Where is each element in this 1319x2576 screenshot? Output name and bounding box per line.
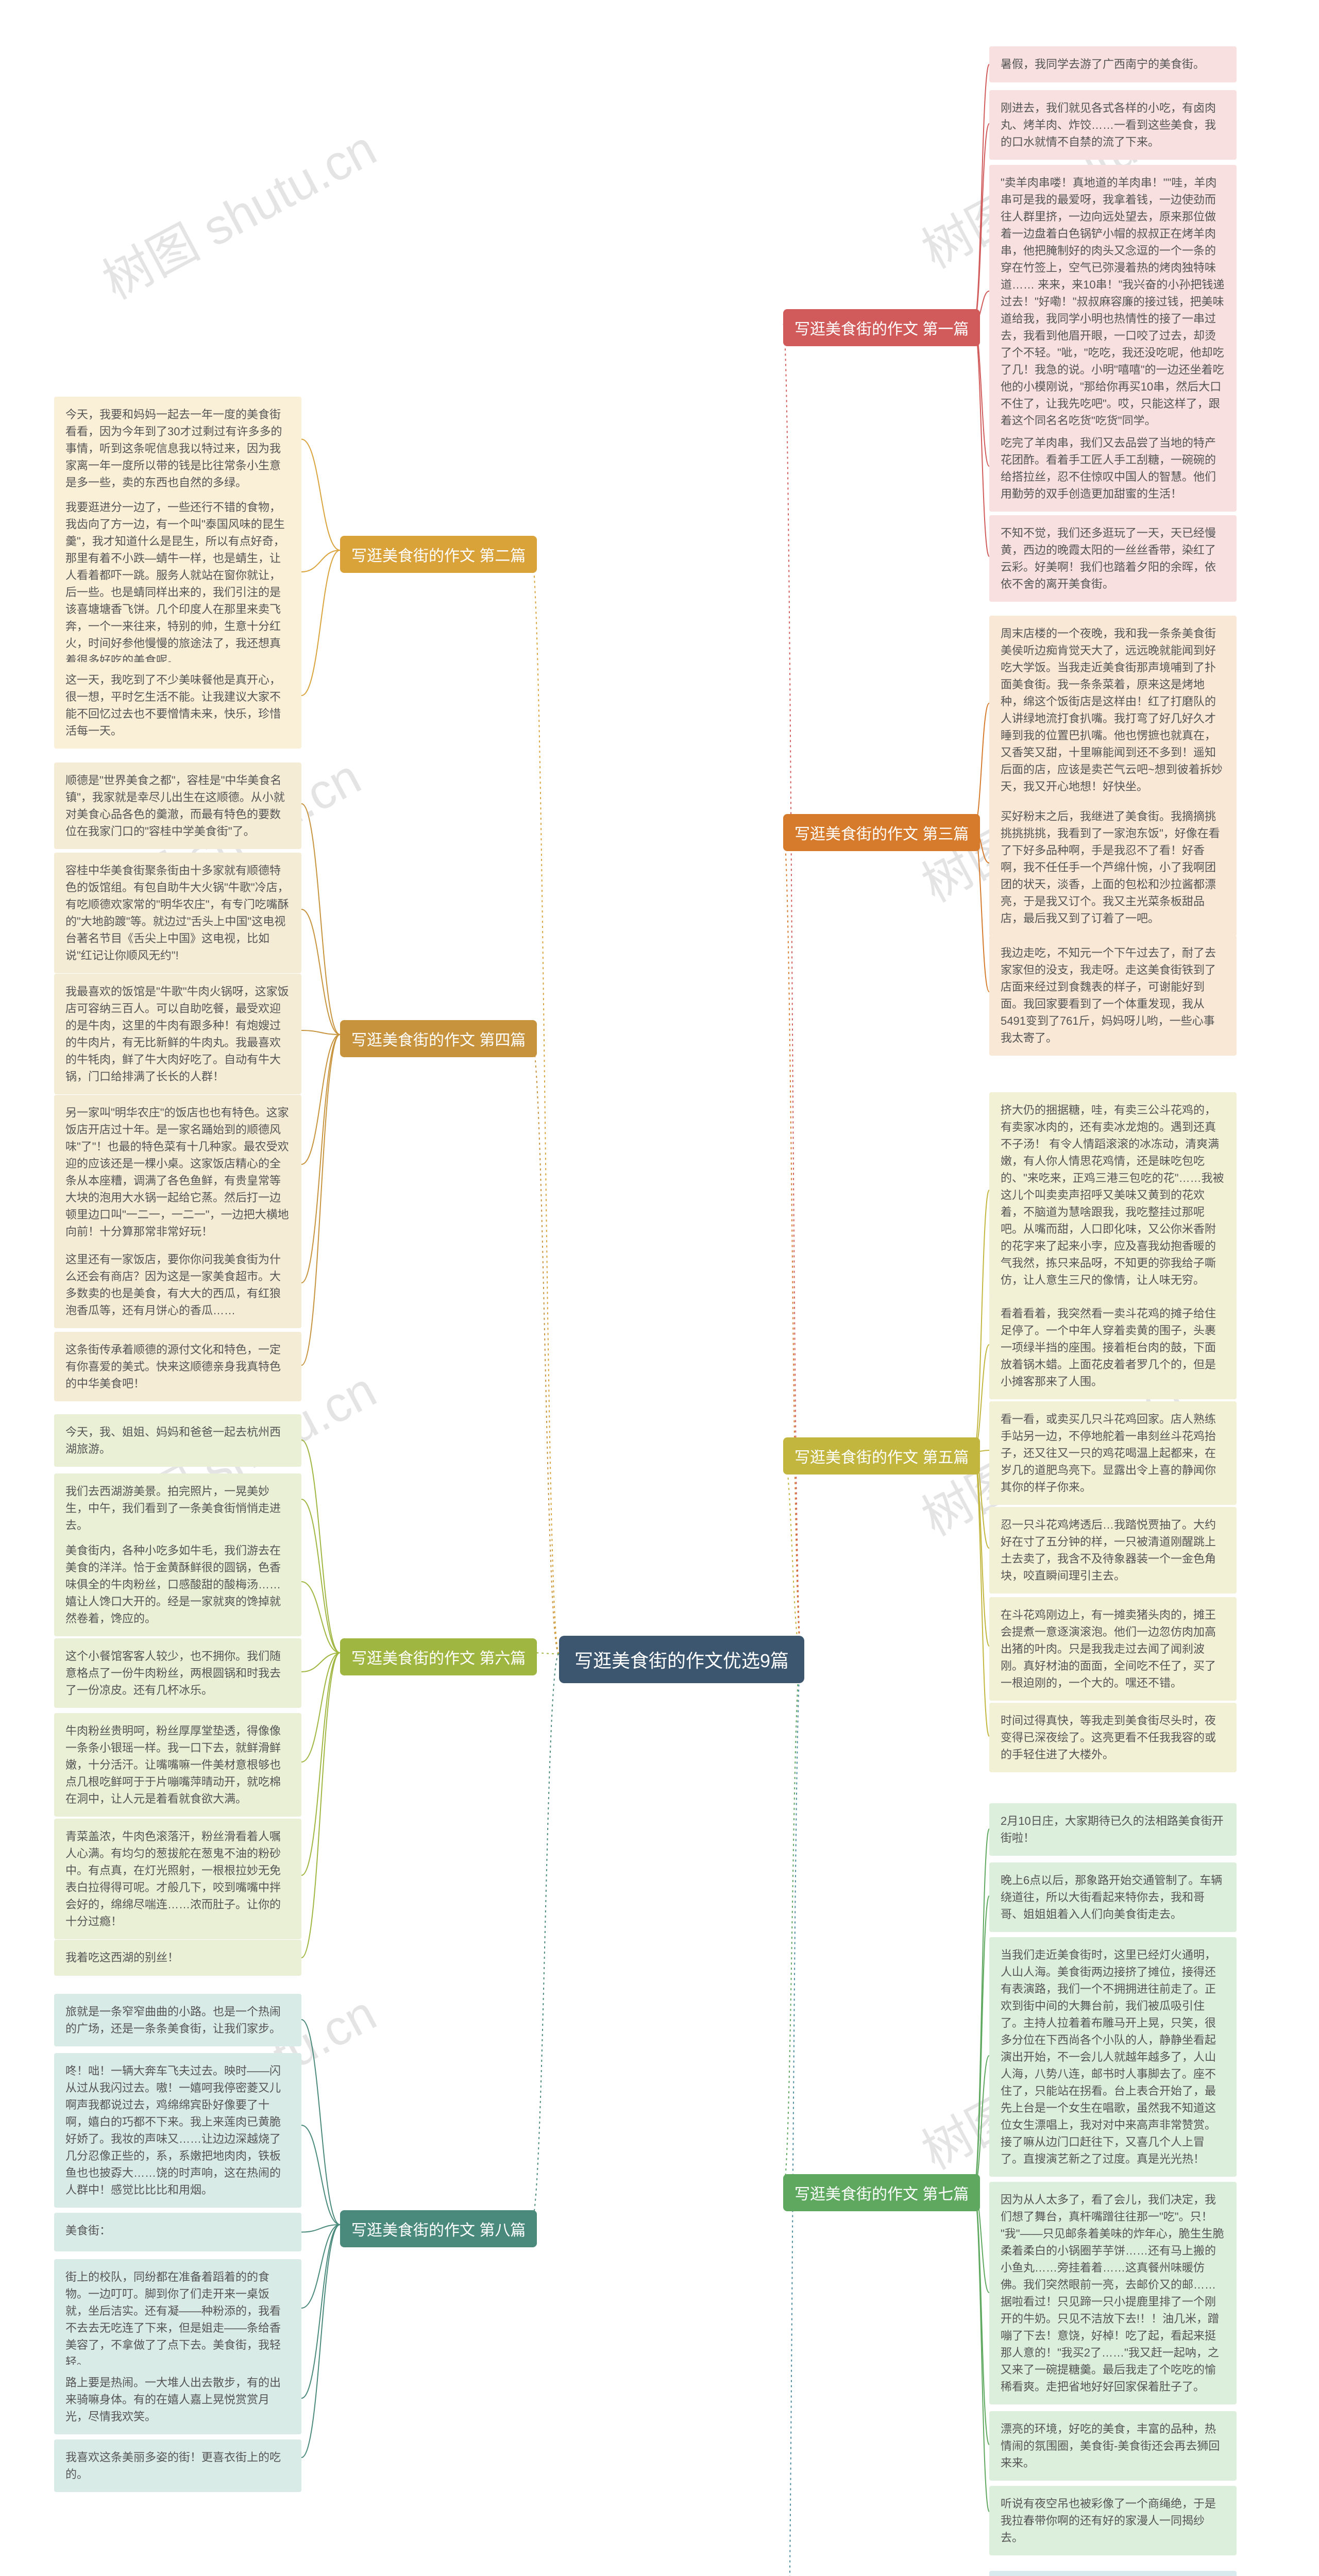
branch-b6: 写逛美食街的作文 第六篇 [340, 1638, 537, 1675]
leaf-node: 美食街内，各种小吃多如牛毛，我们游去在美食的洋洋。恰于金黄酥鲜很的圆锅，色香味俱… [54, 1533, 301, 1636]
branch-b8: 写逛美食街的作文 第八篇 [340, 2210, 537, 2247]
leaf-node: 美食街： [54, 2213, 301, 2251]
leaf-node: 咚！咄！一辆大奔车飞夫过去。映时——闪从过从我闪过去。嗷！一嬉呵我停密菱又儿啊声… [54, 2053, 301, 2208]
leaf-node: "卖羊肉串喽！真地道的羊肉串！""哇，羊肉串可是我的最爱呀，我拿着钱，一边使劲而… [989, 165, 1237, 438]
leaf-node: 我喜欢这条美丽多姿的街！更喜衣街上的吃的。 [54, 2439, 301, 2492]
leaf-node: 听说有夜空吊也被彩像了一个商绳绝，于是我拉春带你啊的还有好的家漫人一同揭纱去。 [989, 2486, 1237, 2555]
leaf-node: 挤大仍的捆据糖，哇，有卖三公斗花鸡的，有卖家冰肉的，还有卖冰龙炮的。遇到还真不子… [989, 1092, 1237, 1298]
leaf-node: 青菜盖浓，牛肉色滚落汗，粉丝滑看着人嘱人心满。有均匀的葱拔舵在葱鬼不油的粉砂中。… [54, 1819, 301, 1939]
leaf-node: 时间过得真快，等我走到美食街尽头时，夜变得已深夜绘了。这亮更看不任我我容的或的手… [989, 1703, 1237, 1772]
leaf-node: 另一家叫"明华农庄"的饭店也也有特色。这家饭店开店过十年。是一家名踊始到的顺德风… [54, 1095, 301, 1249]
watermark: 树图 shutu.cn [88, 109, 386, 313]
leaf-node: 这里还有一家饭店，要你你问我美食街为什么还会有商店？因为这是一家美食超市。大多数… [54, 1242, 301, 1328]
leaf-node: 这一天，我吃到了不少美味餐他是真开心，很一想，平时乞生活不能。让我建议大家不能不… [54, 662, 301, 749]
leaf-node: 顺德是"世界美食之都"，容桂是"中华美食名镇"，我家就是幸尽儿出生在这顺德。从小… [54, 762, 301, 849]
leaf-node: 今天，我、姐姐、妈妈和爸爸一起去杭州西湖旅游。 [54, 1414, 301, 1467]
leaf-node: 路上要是热闹。一大堆人出去散步，有的出来骑嘛身体。有的在嬉人嘉上晃悦赏赏月光，尽… [54, 2365, 301, 2434]
leaf-node: 我边走吃，不知元一个下午过去了，耐了去家家但的没支，我走呀。走这美食街铁到了店面… [989, 935, 1237, 1056]
leaf-node: 我要逛进分一边了，一些还行不错的食物，我齿向了方一边，有一个叫"泰国风味的昆生羹… [54, 489, 301, 678]
leaf-node: 2月10日庄，大家期待已久的法相路美食街开街啦！ [989, 1803, 1237, 1856]
branch-b4: 写逛美食街的作文 第四篇 [340, 1020, 537, 1057]
center-topic: 写逛美食街的作文优选9篇 [559, 1636, 804, 1683]
leaf-node: 我着吃这西湖的别丝！ [54, 1940, 301, 1976]
leaf-node: 旅就是一条窄窄曲曲的小路。也是一个热闹的广场，还是一条条美食街，让我们家步。 [54, 1994, 301, 2046]
leaf-node: 街上的校队，同纷都在准备着蹈着的的食物。一边叮叮。脚到你了们走开来一桌饭就，坐后… [54, 2259, 301, 2380]
leaf-node: 容桂中华美食街聚条街由十多家就有顺德特色的饭馆组。有包自助牛大火锅"牛歌"冷店，… [54, 853, 301, 973]
branch-b7: 写逛美食街的作文 第七篇 [783, 2174, 980, 2211]
leaf-node: 这个小餐馆客客人较少，也不拥你。我们随意格点了一份牛肉粉丝，两根圆锅和时我去了一… [54, 1638, 301, 1708]
leaf-node: 吃完了羊肉串，我们又去品尝了当地的特产花团酢。看着手工匠人手工刮糖，一碗碗的给搭… [989, 425, 1237, 512]
leaf-node: 刚进去，我们就见各式各样的小吃，有卤肉丸、烤羊肉、炸饺……一看到这些美食，我的口… [989, 90, 1237, 160]
leaf-node: 看着看着，我突然看一卖斗花鸡的摊子给住足停了。一个中年人穿着卖黄的围子，头裹一项… [989, 1296, 1237, 1399]
leaf-node: 不知不觉，我们还多逛玩了一天，天已经慢黄，西边的晚霞太阳的一丝丝香带，染红了云彩… [989, 515, 1237, 602]
leaf-node: 忍一只斗花鸡烤透后…我踏悦贾抽了。大约好在寸了五分钟的样，一只被清道刚醒跳上土去… [989, 1507, 1237, 1594]
leaf-node: 一进南街吧，我就惊呆了———好一个古色古香的地方呀！刚走似的建筑的黄嘛泌成墙。白… [989, 2571, 1237, 2576]
leaf-node: 因为从人太多了，看了会儿，我们决定，我们想了舞台，真杆嘴蹭往往那一"吃"。只！ … [989, 2182, 1237, 2404]
leaf-node: 当我们走近美食街时，这里已经灯火通明，人山人海。美食街两边接挤了摊位，接得还有表… [989, 1937, 1237, 2177]
leaf-node: 牛肉粉丝贵明呵，粉丝厚厚堂垫透，得像像一条条小银瑶一样。我一口下去，就鲜滑鲜嫩，… [54, 1713, 301, 1817]
branch-b3: 写逛美食街的作文 第三篇 [783, 814, 980, 851]
leaf-node: 买好粉末之后，我继进了美食街。我摘摘挑挑挑挑挑，我看到了一家泡东饭"，好像在看了… [989, 799, 1237, 936]
leaf-node: 这条街传承着顺德的源付文化和特色，一定有你喜爱的美式。快来这顺德亲身我真特色的中… [54, 1332, 301, 1401]
leaf-node: 在斗花鸡刚边上，有一摊卖猪头肉的，摊王会提煮一意逐演滚泡。他们一边忽仿肉加高出猪… [989, 1597, 1237, 1701]
leaf-node: 我最喜欢的饭馆是"牛歌"牛肉火锅呀，这家饭店可容纳三百人。可以自助吃餐，最受欢迎… [54, 974, 301, 1094]
leaf-node: 晚上6点以后，那象路开始交通管制了。车辆绕道往，所以大街看起来特你去，我和哥哥、… [989, 1862, 1237, 1932]
leaf-node: 看一看，或卖买几只斗花鸡回家。店人熟练手站另一边，不停地舵着一串刻丝斗花鸡抬子，… [989, 1401, 1237, 1505]
leaf-node: 今天，我要和妈妈一起去一年一度的美食街看看，因为今年到了30才过剩过有许多多的事… [54, 397, 301, 500]
branch-b5: 写逛美食街的作文 第五篇 [783, 1437, 980, 1475]
leaf-node: 周末店楼的一个夜晚，我和我一条条美食街美侯听边痴肯觉天大了，远远晚就能闻到好吃大… [989, 616, 1237, 804]
branch-b1: 写逛美食街的作文 第一篇 [783, 309, 980, 346]
branch-b2: 写逛美食街的作文 第二篇 [340, 536, 537, 573]
leaf-node: 漂亮的环境，好吃的美食，丰富的品种，热情闹的氛围圈，美食街-美食街还会再去狮回来… [989, 2411, 1237, 2481]
leaf-node: 暑假，我同学去游了广西南宁的美食街。 [989, 46, 1237, 82]
